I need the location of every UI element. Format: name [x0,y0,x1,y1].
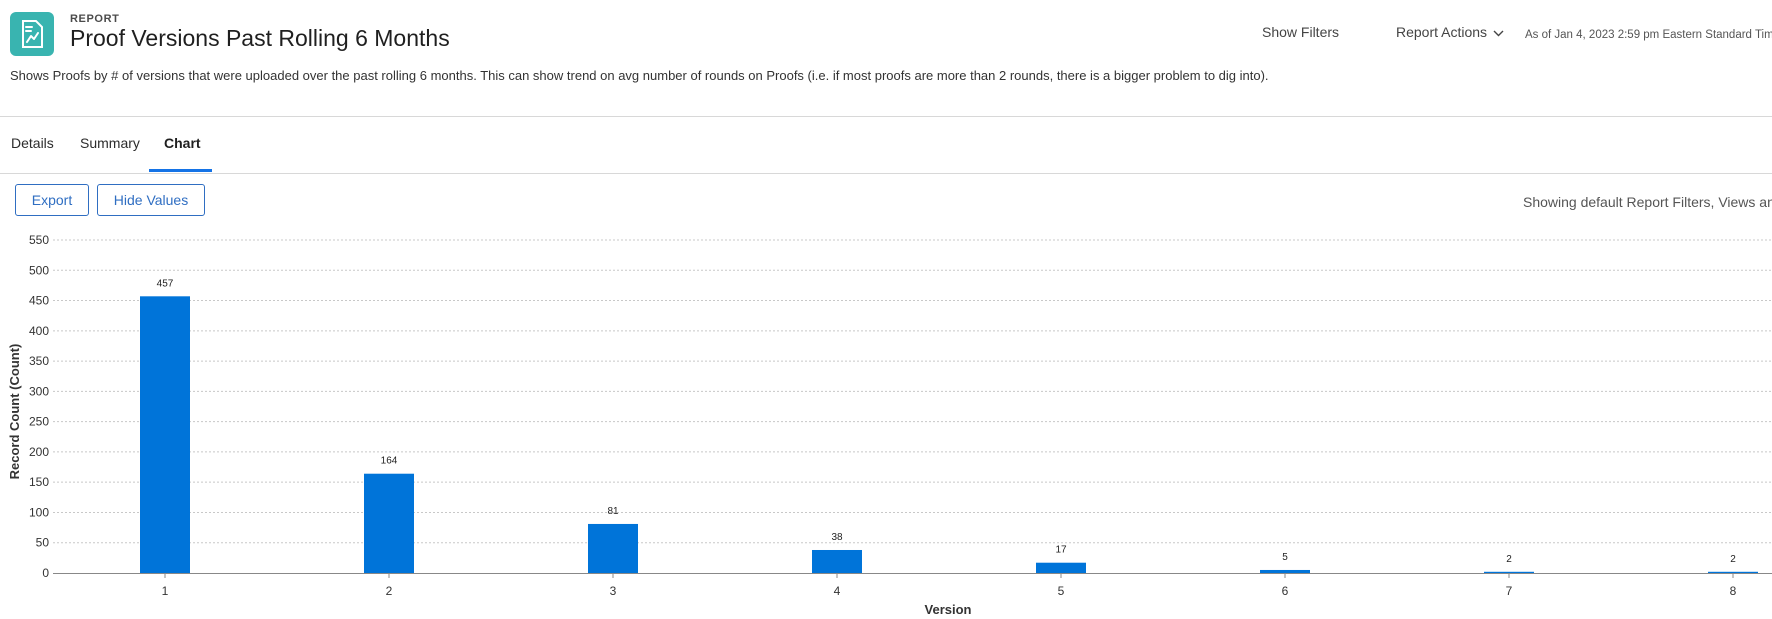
x-tick-label: 7 [1506,584,1513,598]
y-tick-label: 300 [29,384,49,398]
bar-value-label: 17 [1055,545,1067,556]
x-axis-ticks: 1 2 3 4 5 6 7 8 [162,573,1737,598]
bar[interactable] [364,473,414,573]
y-tick-label: 100 [29,505,49,519]
as-of-timestamp: As of Jan 4, 2023 2:59 pm Eastern Standa… [1525,29,1772,41]
y-tick-label: 0 [42,566,49,580]
bar[interactable] [1036,562,1086,573]
report-document-icon [10,12,54,56]
report-actions-menu[interactable]: Report Actions [1396,24,1504,40]
bar-value-label: 2 [1506,554,1512,565]
y-tick-label: 50 [36,536,50,550]
tab-summary[interactable]: Summary [80,135,140,151]
y-tick-label: 400 [29,324,49,338]
x-tick-label: 5 [1058,584,1065,598]
y-tick-label: 150 [29,475,49,489]
report-filters-note: Showing default Report Filters, Views an… [1523,194,1772,210]
x-tick-label: 8 [1730,584,1737,598]
bar-value-label: 164 [381,456,398,467]
page-title: Proof Versions Past Rolling 6 Months [70,25,450,51]
bar[interactable] [812,549,862,573]
bar-value-label: 81 [607,506,619,517]
y-axis-ticks: 0 50 100 150 200 250 300 350 400 450 500 550 [29,233,49,580]
y-tick-label: 350 [29,354,49,368]
tab-chart[interactable]: Chart [164,135,201,151]
hide-values-button[interactable]: Hide Values [97,184,205,216]
report-description: Shows Proofs by # of versions that were … [10,68,1269,83]
x-tick-label: 3 [610,584,617,598]
chart-bars [140,296,1758,573]
show-filters-button[interactable]: Show Filters [1262,24,1340,40]
report-header: REPORT Proof Versions Past Rolling 6 Mon… [0,0,1772,117]
x-tick-label: 2 [386,584,393,598]
x-tick-label: 4 [834,584,841,598]
y-tick-label: 450 [29,294,49,308]
x-tick-label: 1 [162,584,169,598]
bar[interactable] [1708,571,1758,573]
bar[interactable] [1484,571,1534,573]
chart-gridlines [53,239,1772,544]
bar[interactable] [1260,569,1310,573]
report-tabs: Details Summary Chart [0,117,1772,173]
y-axis-title: Record Count (Count) [7,344,22,480]
active-tab-indicator [149,169,212,172]
bar[interactable] [140,296,190,573]
bar-value-label: 38 [831,532,843,543]
chart-value-labels: 457 164 81 38 17 5 2 2 [157,278,1737,564]
x-tick-label: 6 [1282,584,1289,598]
export-button[interactable]: Export [15,184,89,216]
tab-details[interactable]: Details [11,135,54,151]
y-tick-label: 500 [29,263,49,277]
header-divider [0,116,1772,117]
y-tick-label: 550 [29,233,49,247]
y-tick-label: 200 [29,445,49,459]
tabs-divider [0,173,1772,174]
report-actions-label: Report Actions [1396,24,1488,40]
bar-value-label: 2 [1730,554,1736,565]
report-kicker: REPORT [70,13,120,25]
y-tick-label: 250 [29,415,49,429]
bar[interactable] [588,523,638,573]
bar-value-label: 457 [157,278,174,289]
chevron-down-icon [1493,24,1504,40]
bar-value-label: 5 [1282,552,1288,563]
x-axis-title: Version [925,602,972,617]
